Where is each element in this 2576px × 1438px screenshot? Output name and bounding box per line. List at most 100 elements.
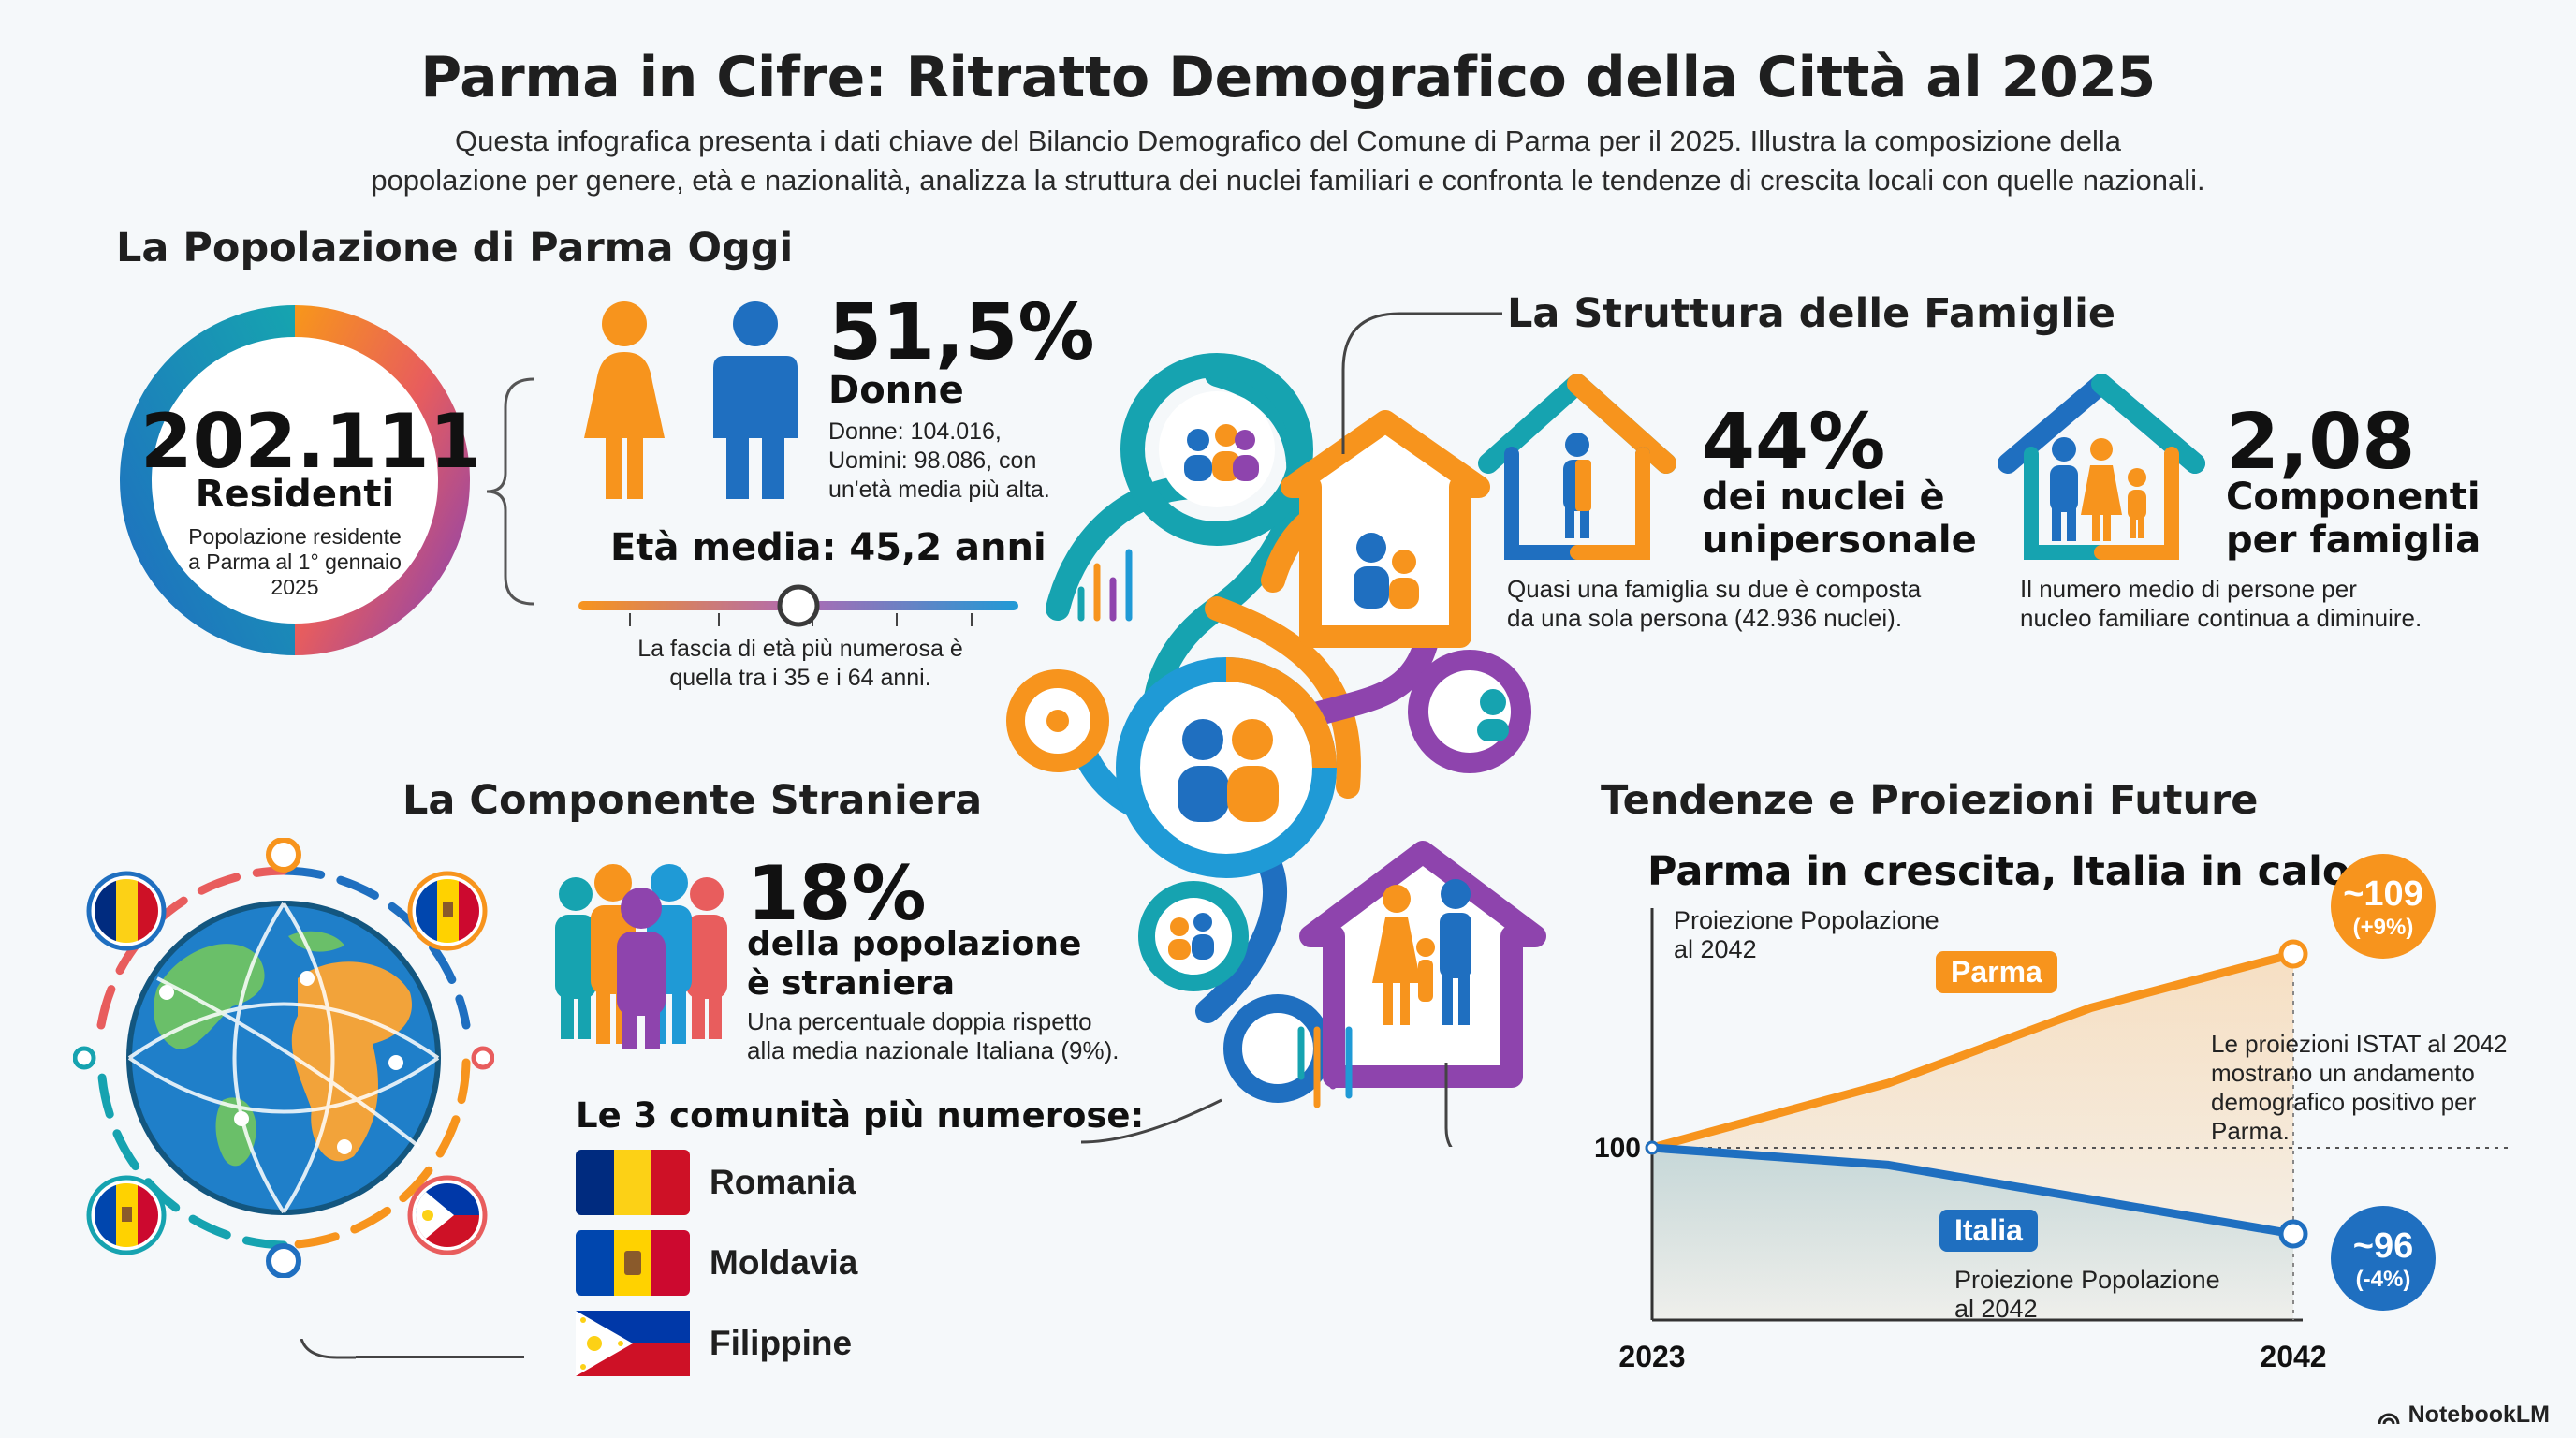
trends-heading: Tendenze e Proiezioni Future	[1601, 777, 2259, 824]
brand-footer: NotebookLM	[2377, 1401, 2550, 1429]
age-label: Età media: 45,2 anni	[610, 526, 1046, 569]
residents-value: 202.111	[140, 398, 482, 485]
romania-flag-icon	[576, 1150, 690, 1215]
residents-note: Popolazione residente a Parma al 1° genn…	[150, 524, 440, 600]
foreign-heading: La Componente Straniera	[402, 777, 983, 824]
gender-note-line-1: Donne: 104.016,	[828, 418, 1002, 445]
italia-badge-value: ~96	[2352, 1226, 2414, 1266]
foreign-note-line-2: alla media nazionale Italiana (9%).	[747, 1036, 1120, 1064]
single-note-line-1: Quasi una famiglia su due è composta	[1507, 575, 1922, 603]
gender-note-line-2: Uomini: 98.086, con	[828, 448, 1037, 474]
projection-label-top: Proiezione Popolazione al 2042	[1674, 906, 1939, 964]
residents-note-line-3: 2025	[271, 575, 319, 599]
age-slider	[578, 584, 1018, 627]
members-note: Il numero medio di persone per nucleo fa…	[2020, 575, 2422, 633]
philippines-flag-badge-icon	[407, 1175, 488, 1255]
single-person-house-icon	[1478, 374, 1676, 560]
gender-note: Donne: 104.016, Uomini: 98.086, con un'e…	[828, 418, 1050, 505]
members-note-line-1: Il numero medio di persone per	[2020, 575, 2357, 603]
connector-lines	[1081, 312, 1502, 1147]
notebooklm-logo-icon	[2378, 1413, 2400, 1424]
women-label: Donne	[828, 369, 964, 412]
foreign-label-line-2: è straniera	[747, 964, 956, 1003]
foreign-note: Una percentuale doppia rispetto alla med…	[747, 1007, 1119, 1065]
foreign-label-line-1: della popolazione	[747, 925, 1082, 963]
projection-label-bottom-line-1: Proiezione Popolazione	[1954, 1266, 2220, 1294]
connector-line-flags	[300, 1339, 356, 1359]
community-philippines: Filippine	[710, 1324, 853, 1362]
family-house-icon	[1998, 374, 2205, 560]
members-note-line-2: nucleo familiare continua a diminuire.	[2020, 604, 2422, 632]
members-label: Componenti per famiglia	[2226, 476, 2481, 562]
population-heading: La Popolazione di Parma Oggi	[116, 225, 794, 271]
globe-illustration	[73, 838, 494, 1278]
age-note-line-2: quella tra i 35 e i 64 anni.	[669, 665, 931, 691]
man-icon	[713, 301, 798, 499]
single-percent: 44%	[1702, 398, 1886, 487]
parma-badge-value: ~109	[2343, 874, 2423, 914]
philippines-flag-icon	[576, 1311, 690, 1376]
residents-note-line-1: Popolazione residente	[188, 524, 402, 549]
parma-series-line	[1650, 949, 2295, 1152]
woman-icon	[584, 301, 665, 499]
istat-note-line-2: mostrano un andamento	[2211, 1059, 2475, 1087]
y-tick-100: 100	[1594, 1133, 1641, 1164]
members-value: 2,08	[2226, 398, 2416, 487]
projection-label-bottom: Proiezione Popolazione al 2042	[1954, 1266, 2220, 1324]
brand-name: NotebookLM	[2408, 1401, 2550, 1428]
women-percent: 51,5%	[828, 288, 1095, 377]
single-label-line-2: unipersonale	[1702, 519, 1977, 562]
italia-projection-badge: ~96 (-4%)	[2331, 1206, 2436, 1311]
subtitle-line-2: popolazione per genere, età e nazionalit…	[371, 164, 2205, 197]
residents-note-line-2: a Parma al 1° gennaio	[188, 550, 402, 574]
single-label-line-1: dei nuclei è	[1702, 476, 1945, 519]
x-tick-2042: 2042	[2260, 1340, 2326, 1373]
moldova-flag-badge-icon	[407, 871, 488, 951]
moldova-flag-icon	[576, 1230, 690, 1296]
crowd-icon	[555, 864, 727, 1049]
single-note: Quasi una famiglia su due è composta da …	[1507, 575, 1921, 633]
projection-label-top-line-1: Proiezione Popolazione	[1674, 906, 1939, 934]
x-tick-2023: 2023	[1618, 1340, 1685, 1373]
subtitle-line-1: Questa infografica presenta i dati chiav…	[454, 125, 2121, 157]
foreign-percent: 18%	[747, 850, 927, 937]
parma-projection-badge: ~109 (+9%)	[2331, 854, 2436, 959]
parma-series-label: Parma	[1936, 951, 2057, 993]
romania-flag-badge-icon	[86, 871, 167, 951]
bracket-connector	[486, 377, 534, 606]
parma-point-2042	[2278, 939, 2308, 969]
families-heading: La Struttura delle Famiglie	[1507, 290, 2116, 337]
page-subtitle: Questa infografica presenta i dati chiav…	[243, 122, 2333, 200]
parma-badge-change: (+9%)	[2352, 915, 2414, 940]
residents-ring	[120, 305, 470, 655]
moldova-flag-badge-icon-2	[86, 1175, 167, 1255]
age-slider-knob	[777, 584, 820, 627]
italia-point-2042	[2278, 1219, 2308, 1249]
community-moldavia: Moldavia	[710, 1243, 858, 1282]
foreign-label: della popolazione è straniera	[747, 925, 1081, 1004]
foreign-note-line-1: Una percentuale doppia rispetto	[747, 1007, 1092, 1035]
projection-label-bottom-line-2: al 2042	[1954, 1295, 2038, 1323]
connector-line-flags-tail	[356, 1356, 524, 1358]
single-label: dei nuclei è unipersonale	[1702, 476, 1977, 562]
age-note-line-1: La fascia di età più numerosa è	[637, 636, 963, 662]
projection-label-top-line-2: al 2042	[1674, 935, 1757, 963]
italia-badge-change: (-4%)	[2355, 1267, 2411, 1292]
page-title: Parma in Cifre: Ritratto Demografico del…	[420, 45, 2156, 110]
istat-note-line-4: Parma.	[2211, 1117, 2290, 1145]
age-note: La fascia di età più numerosa è quella t…	[590, 635, 1011, 693]
community-romania: Romania	[710, 1163, 856, 1201]
gender-note-line-3: un'età media più alta.	[828, 477, 1050, 503]
italia-series-label: Italia	[1939, 1210, 2038, 1252]
italia-series-line	[1651, 1143, 2294, 1239]
istat-note: Le proiezioni ISTAT al 2042 mostrano un …	[2211, 1030, 2508, 1146]
communities-heading: Le 3 comunità più numerose:	[576, 1095, 1145, 1136]
istat-note-line-1: Le proiezioni ISTAT al 2042	[2211, 1030, 2508, 1058]
family-tree-illustration	[1006, 353, 1546, 1108]
italia-point-2023	[1645, 1140, 1660, 1155]
single-note-line-2: da una sola persona (42.936 nuclei).	[1507, 604, 1903, 632]
members-label-line-2: per famiglia	[2226, 519, 2481, 562]
members-label-line-1: Componenti	[2226, 476, 2481, 519]
residents-label: Residenti	[195, 473, 395, 516]
chart-title: Parma in crescita, Italia in calo	[1647, 848, 2350, 895]
